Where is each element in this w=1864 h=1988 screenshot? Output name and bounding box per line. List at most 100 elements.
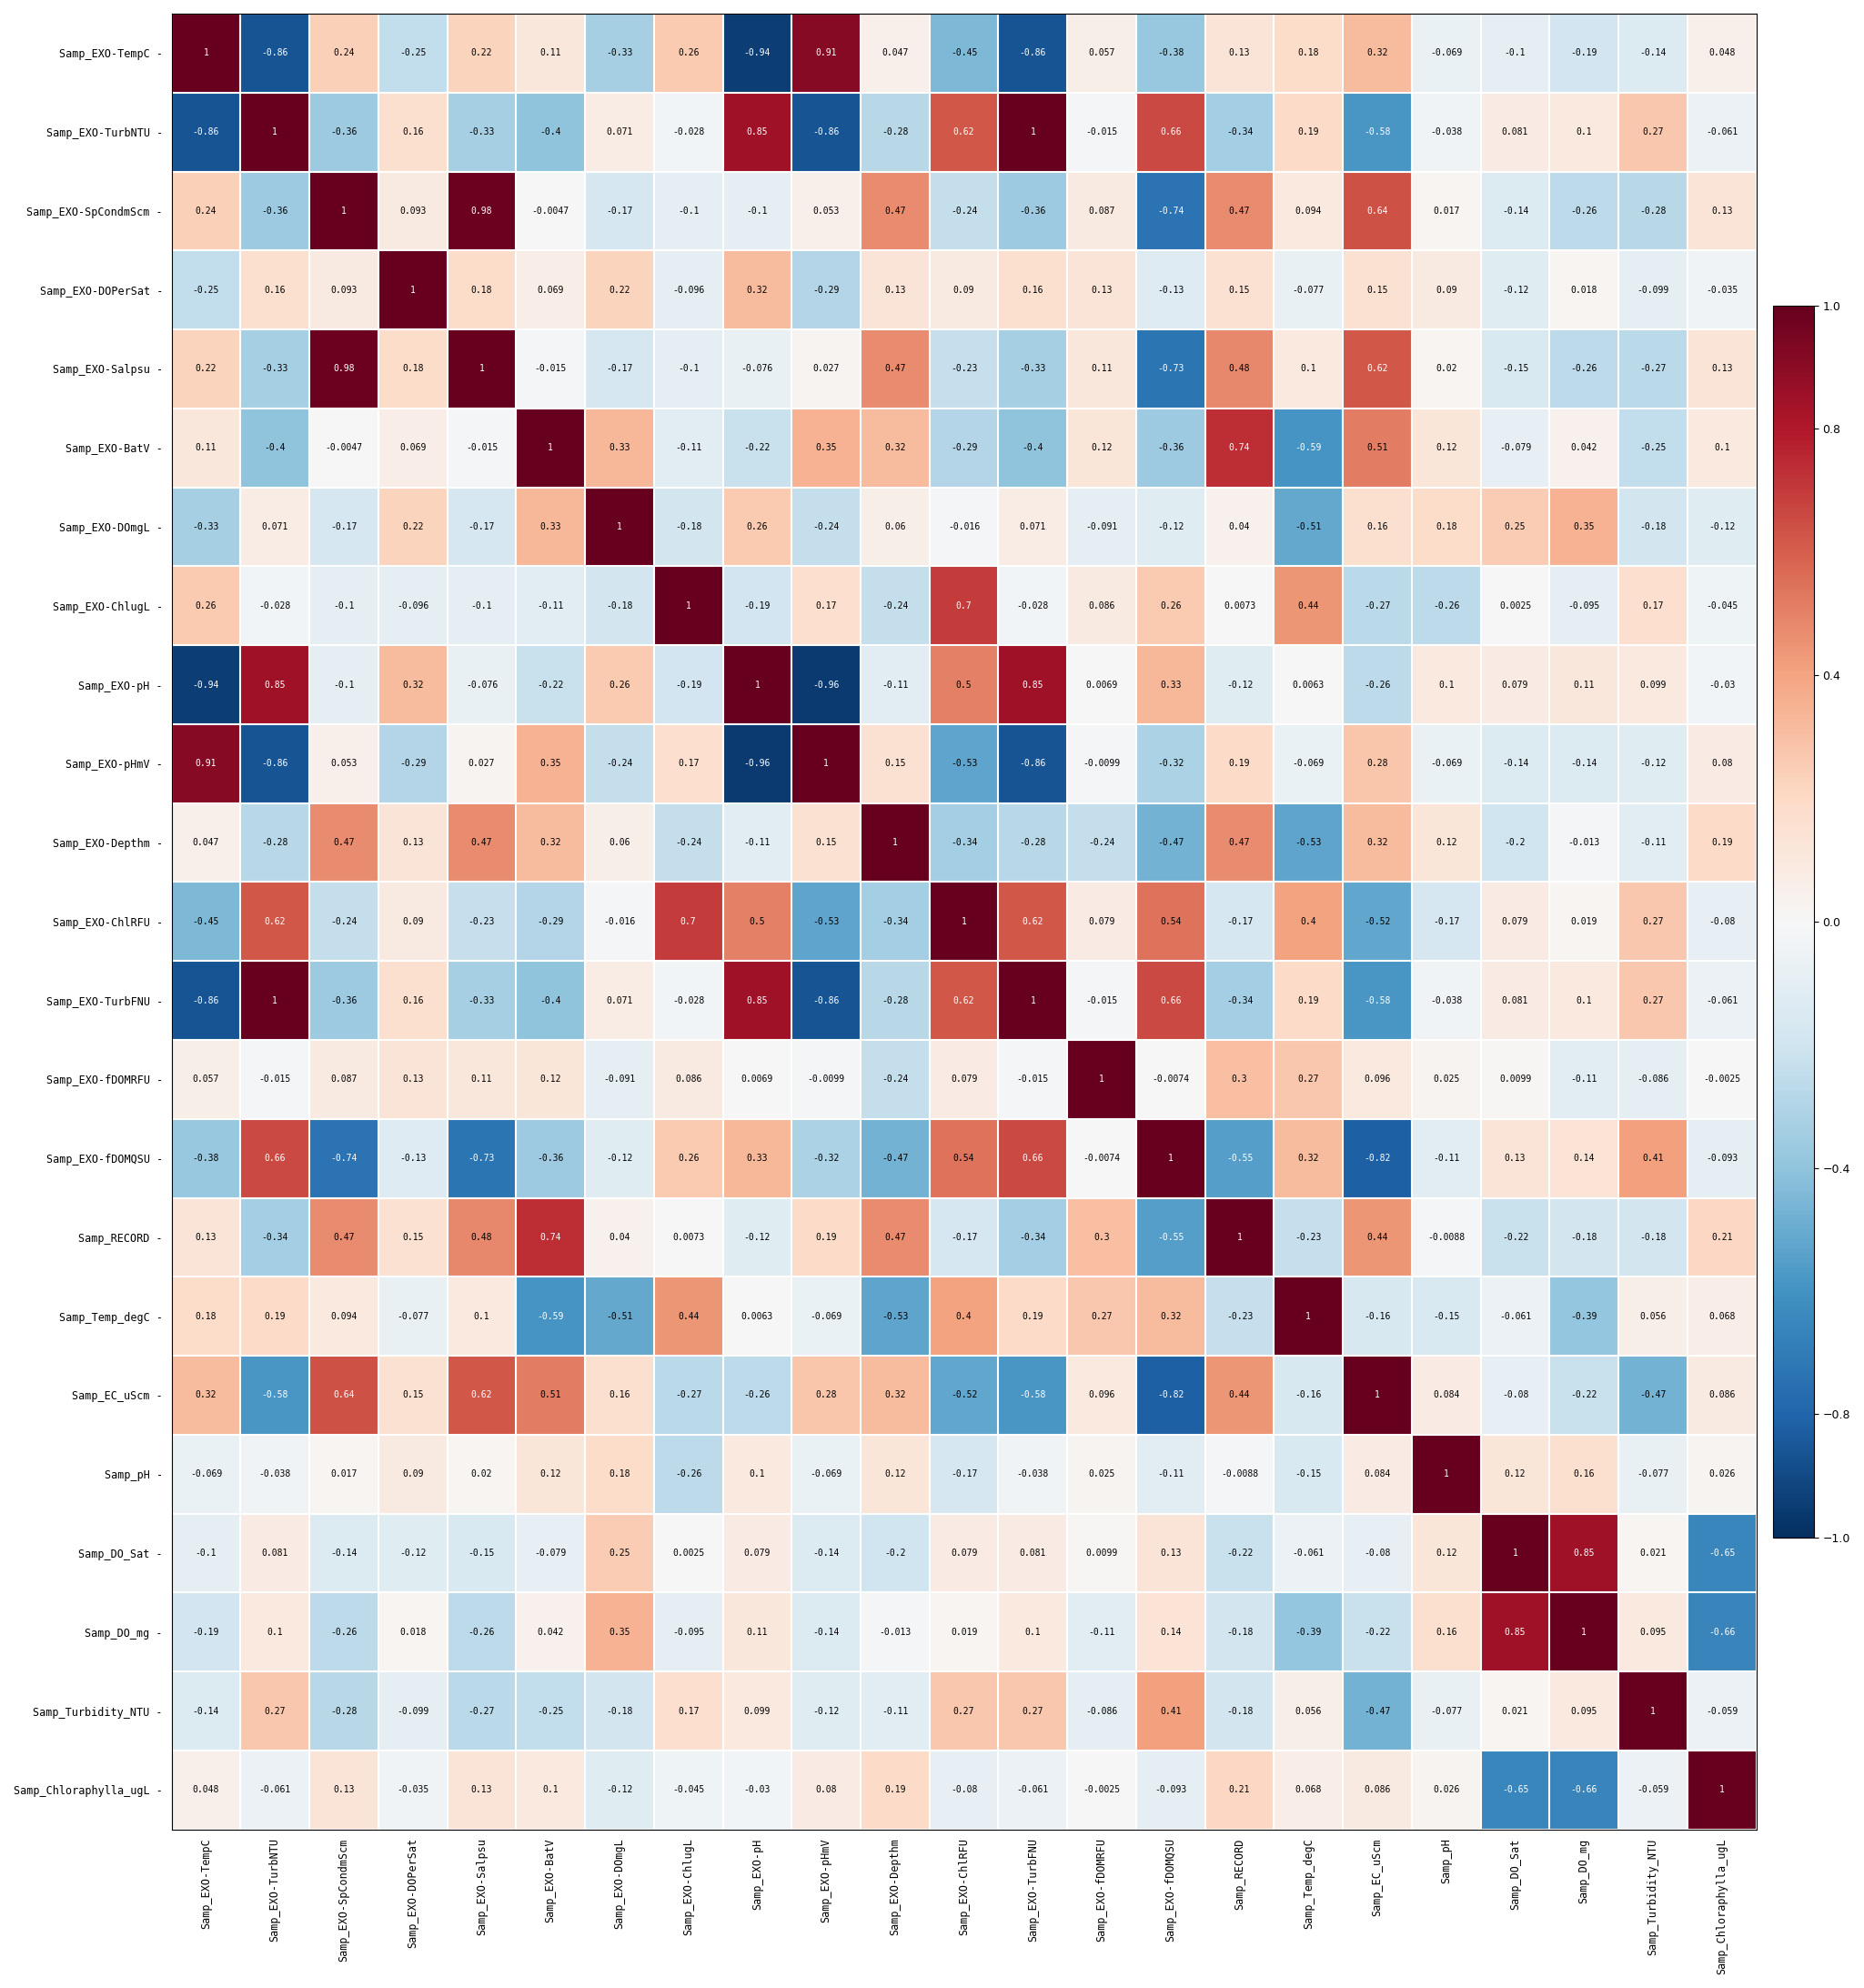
Text: 0.079: 0.079 xyxy=(1502,916,1528,926)
Text: -0.32: -0.32 xyxy=(813,1153,839,1163)
Text: 0.12: 0.12 xyxy=(1435,839,1458,847)
Text: -0.28: -0.28 xyxy=(1640,207,1666,215)
Text: 0.09: 0.09 xyxy=(403,1469,423,1479)
Text: -0.12: -0.12 xyxy=(1640,759,1666,767)
Text: -0.015: -0.015 xyxy=(259,1076,291,1083)
Text: -0.28: -0.28 xyxy=(882,127,908,137)
Text: 0.22: 0.22 xyxy=(610,286,630,294)
Text: 0.16: 0.16 xyxy=(1435,1628,1458,1636)
Text: -0.47: -0.47 xyxy=(882,1153,908,1163)
Text: 0.1: 0.1 xyxy=(1439,680,1454,690)
Text: -0.17: -0.17 xyxy=(330,523,358,531)
Text: 1: 1 xyxy=(203,48,209,58)
Text: 0.09: 0.09 xyxy=(403,916,423,926)
Text: -0.059: -0.059 xyxy=(1637,1785,1668,1795)
Text: 0.0069: 0.0069 xyxy=(742,1076,774,1083)
Text: 0.12: 0.12 xyxy=(1435,443,1458,453)
Text: 0.91: 0.91 xyxy=(196,759,216,767)
Text: -0.36: -0.36 xyxy=(261,207,289,215)
Text: 0.13: 0.13 xyxy=(884,286,906,294)
Text: 0.047: 0.047 xyxy=(882,48,908,58)
Text: 0.026: 0.026 xyxy=(1709,1469,1735,1479)
Text: 0.099: 0.099 xyxy=(744,1706,770,1716)
Text: -0.28: -0.28 xyxy=(882,996,908,1006)
Text: -0.86: -0.86 xyxy=(1020,48,1046,58)
Text: -0.19: -0.19 xyxy=(1571,48,1597,58)
Text: -0.069: -0.069 xyxy=(811,1469,843,1479)
Text: -0.19: -0.19 xyxy=(675,680,701,690)
Text: 0.62: 0.62 xyxy=(472,1392,492,1400)
Text: -0.095: -0.095 xyxy=(673,1628,705,1636)
Text: -0.24: -0.24 xyxy=(606,759,632,767)
Text: 0.33: 0.33 xyxy=(541,523,561,531)
Text: 0.51: 0.51 xyxy=(541,1392,561,1400)
Text: -0.25: -0.25 xyxy=(537,1706,565,1716)
Text: -0.091: -0.091 xyxy=(1085,523,1118,531)
Text: 0.16: 0.16 xyxy=(403,996,423,1006)
Text: 0.086: 0.086 xyxy=(1709,1392,1735,1400)
Text: -0.27: -0.27 xyxy=(468,1706,496,1716)
Text: -0.2: -0.2 xyxy=(884,1549,906,1559)
Text: 0.071: 0.071 xyxy=(606,127,632,137)
Text: 0.11: 0.11 xyxy=(1573,680,1596,690)
Text: -0.86: -0.86 xyxy=(192,996,220,1006)
Text: 0.16: 0.16 xyxy=(610,1392,630,1400)
Text: -0.16: -0.16 xyxy=(1364,1312,1391,1320)
Text: 0.91: 0.91 xyxy=(815,48,837,58)
Text: -0.86: -0.86 xyxy=(1020,759,1046,767)
Text: 0.048: 0.048 xyxy=(1709,48,1735,58)
Text: -0.0099: -0.0099 xyxy=(1083,759,1120,767)
Text: 0.042: 0.042 xyxy=(537,1628,565,1636)
Text: -0.1: -0.1 xyxy=(1504,48,1527,58)
Text: -0.1: -0.1 xyxy=(678,364,699,374)
Text: 0.47: 0.47 xyxy=(334,839,354,847)
Text: 1: 1 xyxy=(1031,127,1036,137)
Text: 0.47: 0.47 xyxy=(884,1233,906,1242)
Text: 0.24: 0.24 xyxy=(196,207,216,215)
Text: -0.14: -0.14 xyxy=(192,1706,220,1716)
Text: 0.13: 0.13 xyxy=(334,1785,354,1795)
Text: 0.1: 0.1 xyxy=(1577,996,1592,1006)
Text: 0.85: 0.85 xyxy=(1573,1549,1596,1559)
Text: 0.62: 0.62 xyxy=(1366,364,1389,374)
Text: 0.071: 0.071 xyxy=(606,996,632,1006)
Text: -0.015: -0.015 xyxy=(1016,1076,1049,1083)
Text: -0.86: -0.86 xyxy=(261,48,289,58)
Text: -0.17: -0.17 xyxy=(951,1469,977,1479)
Text: -0.86: -0.86 xyxy=(261,759,289,767)
Text: -0.59: -0.59 xyxy=(1295,443,1322,453)
Text: -0.74: -0.74 xyxy=(1158,207,1184,215)
Text: 1: 1 xyxy=(1307,1312,1310,1320)
Text: -0.38: -0.38 xyxy=(192,1153,220,1163)
Text: 0.27: 0.27 xyxy=(953,1706,975,1716)
Text: 0.11: 0.11 xyxy=(1090,364,1113,374)
Text: 0.087: 0.087 xyxy=(330,1076,358,1083)
Text: 1: 1 xyxy=(1169,1153,1172,1163)
Text: 0.3: 0.3 xyxy=(1094,1233,1109,1242)
Text: -0.038: -0.038 xyxy=(1016,1469,1049,1479)
Text: -0.47: -0.47 xyxy=(1640,1392,1666,1400)
Text: 0.35: 0.35 xyxy=(541,759,561,767)
Text: 0.16: 0.16 xyxy=(265,286,285,294)
Text: -0.26: -0.26 xyxy=(675,1469,701,1479)
Text: 0.26: 0.26 xyxy=(678,1153,699,1163)
Text: -0.34: -0.34 xyxy=(261,1233,289,1242)
Text: 0.51: 0.51 xyxy=(1366,443,1389,453)
Text: -0.47: -0.47 xyxy=(1158,839,1184,847)
Text: 0.027: 0.027 xyxy=(813,364,839,374)
Text: -0.061: -0.061 xyxy=(1706,127,1737,137)
Text: 0.11: 0.11 xyxy=(472,1076,492,1083)
Text: 0.44: 0.44 xyxy=(678,1312,699,1320)
Text: -0.27: -0.27 xyxy=(1640,364,1666,374)
Text: -0.11: -0.11 xyxy=(537,600,565,610)
Text: -0.016: -0.016 xyxy=(949,523,980,531)
Text: -0.0047: -0.0047 xyxy=(531,207,569,215)
Text: 1: 1 xyxy=(686,600,692,610)
Text: 0.0073: 0.0073 xyxy=(673,1233,705,1242)
Text: -0.013: -0.013 xyxy=(880,1628,911,1636)
Text: -0.55: -0.55 xyxy=(1227,1153,1253,1163)
Text: 0.15: 0.15 xyxy=(1366,286,1389,294)
Text: 0.0073: 0.0073 xyxy=(1223,600,1256,610)
Text: -0.08: -0.08 xyxy=(1502,1392,1528,1400)
Text: 1: 1 xyxy=(272,127,278,137)
